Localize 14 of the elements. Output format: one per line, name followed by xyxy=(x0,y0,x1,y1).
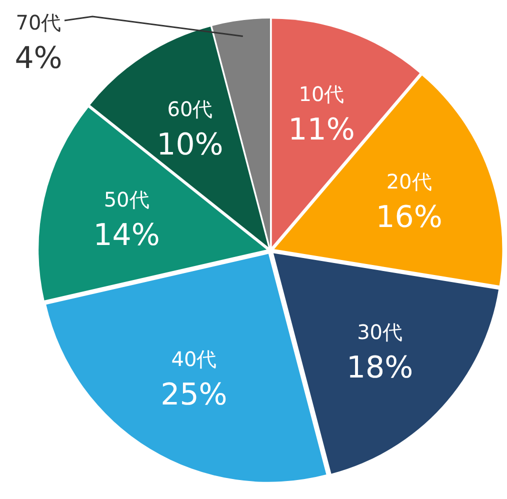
slice-label: 50代 xyxy=(104,188,150,212)
slice-label: 70代 xyxy=(16,10,62,34)
data-label: 16% xyxy=(376,200,442,236)
data-label: 14% xyxy=(93,218,160,254)
slice-label: 40代 xyxy=(171,346,217,371)
slice-label: 20代 xyxy=(386,170,432,194)
data-label: 10% xyxy=(156,127,224,162)
data-label: 4% xyxy=(14,41,62,76)
slice-label: 30代 xyxy=(357,320,403,344)
slice-label: 60代 xyxy=(167,96,213,121)
data-label: 11% xyxy=(288,112,355,148)
data-label: 18% xyxy=(346,350,414,386)
slice-label: 10代 xyxy=(298,82,344,106)
data-label: 25% xyxy=(160,377,228,412)
